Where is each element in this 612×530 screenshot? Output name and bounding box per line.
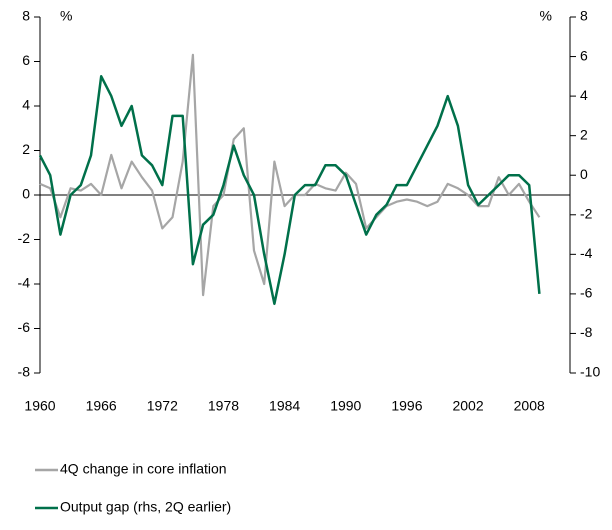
- y2-axis-label: %: [540, 8, 552, 24]
- series-line: [38, 75, 541, 306]
- y-tick-label: 4: [22, 97, 30, 113]
- y-axis-label: %: [60, 8, 72, 24]
- y-tick-label: 2: [22, 141, 30, 157]
- y-tick-label: -6: [18, 319, 31, 335]
- y2-tick-label: 0: [580, 166, 588, 182]
- x-tick-label: 1984: [269, 398, 300, 414]
- y2-tick-label: 6: [580, 47, 588, 63]
- y-tick-label: 8: [22, 8, 30, 24]
- y2-tick-label: -6: [580, 285, 593, 301]
- legend-label: Output gap (rhs, 2Q earlier): [60, 499, 231, 515]
- y2-tick-label: 2: [580, 126, 588, 142]
- x-tick-label: 1972: [147, 398, 178, 414]
- y-tick-label: 6: [22, 52, 30, 68]
- x-tick-label: 2002: [452, 398, 483, 414]
- x-tick-label: 1966: [86, 398, 117, 414]
- x-tick-label: 2008: [514, 398, 545, 414]
- y2-tick-label: -10: [580, 364, 600, 380]
- y-tick-label: -4: [18, 275, 31, 291]
- series-line: [39, 53, 541, 297]
- y2-tick-label: 4: [580, 87, 588, 103]
- y-tick-label: -2: [18, 230, 31, 246]
- y-tick-label: -8: [18, 364, 31, 380]
- y2-tick-label: -4: [580, 245, 593, 261]
- y-tick-label: 0: [22, 186, 30, 202]
- x-tick-label: 1996: [391, 398, 422, 414]
- y2-tick-label: 8: [580, 8, 588, 24]
- legend-label: 4Q change in core inflation: [60, 461, 227, 477]
- x-tick-label: 1960: [24, 398, 55, 414]
- x-tick-label: 1978: [208, 398, 239, 414]
- x-tick-label: 1990: [330, 398, 361, 414]
- y2-tick-label: -8: [580, 324, 593, 340]
- y2-tick-label: -2: [580, 205, 593, 221]
